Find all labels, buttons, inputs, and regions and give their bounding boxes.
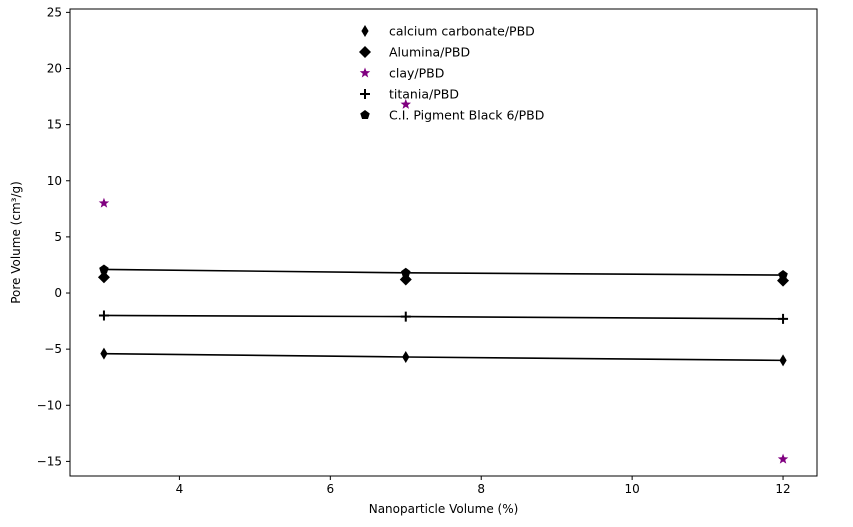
series-points-4 xyxy=(99,264,788,280)
legend-label: titania/PBD xyxy=(389,87,459,102)
legend-item: titania/PBD xyxy=(360,87,459,102)
legend-label: Alumina/PBD xyxy=(389,45,470,60)
series-points-3 xyxy=(98,310,789,324)
data-point xyxy=(99,264,109,274)
data-point xyxy=(98,197,110,208)
y-tick-label: 25 xyxy=(47,5,62,19)
data-point xyxy=(100,347,108,360)
y-tick-label: 15 xyxy=(47,118,62,132)
data-point xyxy=(777,453,789,464)
y-tick-label: 5 xyxy=(54,230,62,244)
x-tick-label: 10 xyxy=(624,482,639,496)
x-tick-label: 8 xyxy=(477,482,485,496)
y-tick-label: −15 xyxy=(37,454,62,468)
data-point xyxy=(779,354,787,367)
series-points-2 xyxy=(98,98,789,464)
legend-item: calcium carbonate/PBD xyxy=(361,24,535,39)
legend-marker xyxy=(360,89,370,99)
y-tick-label: 10 xyxy=(47,174,62,188)
x-tick-label: 4 xyxy=(176,482,184,496)
legend-marker xyxy=(360,110,370,120)
plot-frame xyxy=(69,8,818,477)
data-point xyxy=(98,310,109,321)
data-point xyxy=(778,313,789,324)
y-tick-label: −5 xyxy=(44,342,62,356)
y-tick-label: 0 xyxy=(54,286,62,300)
legend-item: clay/PBD xyxy=(359,66,444,81)
legend-label: C.I. Pigment Black 6/PBD xyxy=(389,108,544,123)
data-point xyxy=(401,267,411,277)
legend-item: Alumina/PBD xyxy=(359,45,470,60)
data-point xyxy=(402,351,410,364)
y-tick-label: −10 xyxy=(37,398,62,412)
data-point xyxy=(400,311,411,322)
data-point xyxy=(400,98,411,109)
y-axis-label: Pore Volume (cm³/g) xyxy=(9,181,23,304)
data-point xyxy=(97,271,110,284)
x-tick-label: 12 xyxy=(775,482,790,496)
legend-marker xyxy=(361,25,369,37)
legend: calcium carbonate/PBD Alumina/PBD clay/PBD… xyxy=(359,24,544,123)
legend-label: calcium carbonate/PBD xyxy=(389,24,535,39)
data-point xyxy=(778,270,788,280)
legend-marker xyxy=(359,46,371,58)
series-points-0 xyxy=(100,347,787,367)
y-axis: −15 −10 −5 0 5 10 15 20 25 xyxy=(37,5,70,468)
legend-label: clay/PBD xyxy=(389,66,444,81)
legend-item: C.I. Pigment Black 6/PBD xyxy=(360,108,544,123)
y-tick-label: 20 xyxy=(47,61,62,75)
legend-marker xyxy=(359,67,371,78)
x-tick-label: 6 xyxy=(326,482,334,496)
x-axis: 4 6 8 10 12 xyxy=(176,476,791,496)
plot-area xyxy=(97,98,790,464)
x-axis-label: Nanoparticle Volume (%) xyxy=(369,502,519,516)
